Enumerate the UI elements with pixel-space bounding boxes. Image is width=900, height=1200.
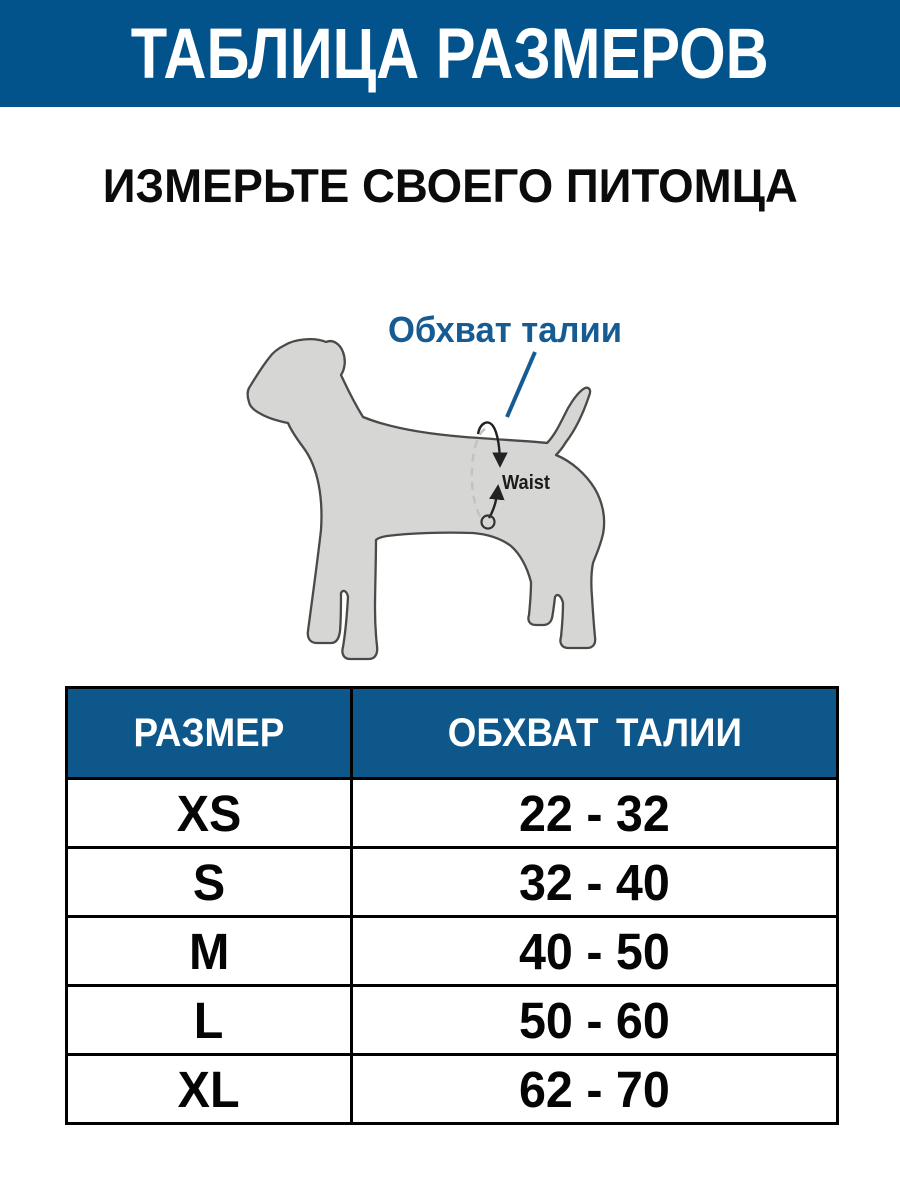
size-table-body: XS 22 - 32 S 32 - 40 M 40 - 50 L 50 - 60 XL 62 - …: [65, 777, 839, 1125]
table-row: XL 62 - 70: [65, 1053, 839, 1125]
table-row: XS 22 - 32: [65, 777, 839, 849]
column-header-size: РАЗМЕР: [65, 686, 353, 780]
size-cell: XS: [65, 777, 353, 849]
measure-heading: ИЗМЕРЬТЕ СВОЕГО ПИТОМЦА: [0, 158, 900, 213]
size-cell: S: [65, 846, 353, 918]
waist-inline-label: Waist: [502, 472, 550, 494]
size-table-header: РАЗМЕР ОБХВАТ ТАЛИИ: [65, 686, 839, 780]
size-cell: XL: [65, 1053, 353, 1125]
waist-range-cell: 40 - 50: [350, 915, 839, 987]
dog-diagram-svg: Обхват талии Waist: [246, 309, 622, 661]
page-title-text: ТАБЛИЦА РАЗМЕРОВ: [131, 15, 769, 94]
waist-dashed-ellipse: [470, 427, 486, 521]
waist-callout-label: Обхват талии: [388, 309, 622, 350]
column-header-waist: ОБХВАТ ТАЛИИ: [350, 686, 839, 780]
measure-heading-text: ИЗМЕРЬТЕ СВОЕГО ПИТОМЦА: [102, 159, 798, 212]
waist-range-cell: 22 - 32: [350, 777, 839, 849]
waist-range-cell: 50 - 60: [350, 984, 839, 1056]
size-cell: M: [65, 915, 353, 987]
waist-range-cell: 32 - 40: [350, 846, 839, 918]
waist-measure-arrow-down: [476, 421, 508, 468]
size-cell: L: [65, 984, 353, 1056]
table-row: M 40 - 50: [65, 915, 839, 987]
dog-silhouette: [246, 338, 606, 661]
table-row: L 50 - 60: [65, 984, 839, 1056]
size-table: РАЗМЕР ОБХВАТ ТАЛИИ XS 22 - 32 S 32 - 40 M 40…: [65, 686, 839, 1125]
dog-measurement-diagram: Обхват талии Waist: [180, 290, 720, 680]
banner: ТАБЛИЦА РАЗМЕРОВ: [0, 0, 900, 107]
waist-range-cell: 62 - 70: [350, 1053, 839, 1125]
table-row: S 32 - 40: [65, 846, 839, 918]
measure-tape-loop: [480, 514, 496, 530]
header-row: РАЗМЕР ОБХВАТ ТАЛИИ: [65, 686, 839, 780]
page-title: ТАБЛИЦА РАЗМЕРОВ: [0, 0, 900, 107]
callout-line: [505, 351, 537, 418]
